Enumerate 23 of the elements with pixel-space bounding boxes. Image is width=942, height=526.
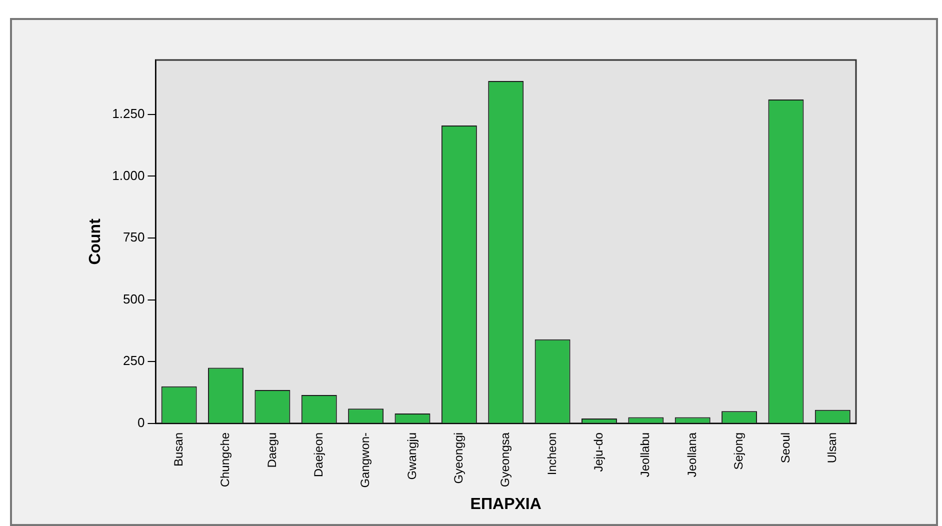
y-tick-label: 0 xyxy=(137,415,145,430)
x-tick-label: Seoul xyxy=(778,432,792,464)
x-tick-label: Busan xyxy=(171,432,186,466)
x-tick-label: Daejeon xyxy=(311,432,326,478)
y-tick-label: 250 xyxy=(123,353,145,368)
x-tick-label: Jeollana xyxy=(684,432,699,478)
x-tick-label: Sejong xyxy=(732,432,746,470)
x-tick-label: Chungche xyxy=(218,432,232,488)
x-tick-label: Gwangju xyxy=(404,432,419,480)
y-tick-label: 750 xyxy=(123,230,145,245)
x-tick-label: Gyeongsa xyxy=(498,432,512,488)
x-tick-label: Gyeonggi xyxy=(451,432,466,484)
y-tick-label: 1.250 xyxy=(112,106,145,121)
x-tick-label: Ulsan xyxy=(824,432,839,464)
x-tick-label: Daegu xyxy=(264,432,279,468)
y-tick-label: 500 xyxy=(123,291,145,306)
x-tick-label: Jeollabu xyxy=(638,432,652,478)
x-tick-label: Jeju-do xyxy=(592,432,606,472)
x-axis-title: ΕΠΑΡΧΙΑ xyxy=(470,496,542,513)
y-tick-label: 1.000 xyxy=(112,168,145,183)
x-tick-label: Incheon xyxy=(544,432,559,476)
y-axis-title: Count xyxy=(87,218,104,265)
x-tick-label: Gangwon- xyxy=(358,432,372,488)
